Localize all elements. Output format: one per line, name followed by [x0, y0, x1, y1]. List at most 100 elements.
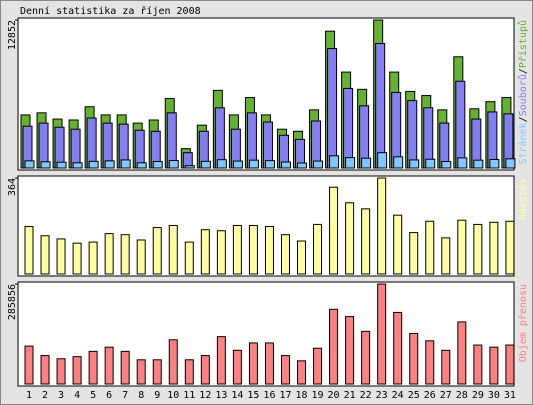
- bar: [377, 152, 388, 169]
- bar: [56, 358, 66, 385]
- bar: [409, 232, 419, 275]
- bar: [455, 80, 466, 169]
- bar: [457, 321, 467, 385]
- bar: [280, 161, 291, 169]
- y-tick-label: 364: [7, 178, 18, 196]
- bar: [200, 160, 211, 169]
- bar: [166, 112, 177, 169]
- x-tick-label: 30: [488, 390, 500, 401]
- bar: [329, 155, 340, 169]
- bar: [409, 159, 420, 169]
- bar: [86, 117, 97, 169]
- x-tick-label: 29: [472, 390, 484, 401]
- bar: [361, 208, 371, 275]
- bar: [104, 160, 115, 169]
- bar: [88, 241, 98, 275]
- bar: [313, 160, 324, 169]
- bar: [232, 349, 242, 385]
- legend-entry: Návštěv: [517, 178, 529, 220]
- bar: [313, 223, 323, 275]
- bar: [264, 160, 275, 169]
- x-tick-label: 25: [408, 390, 420, 401]
- bar: [280, 234, 290, 275]
- bar: [425, 340, 435, 385]
- x-tick-label: 4: [74, 390, 80, 401]
- bar: [248, 159, 259, 169]
- bar: [214, 107, 225, 169]
- bar: [232, 224, 242, 275]
- x-tick-label: 21: [344, 390, 356, 401]
- bar: [343, 87, 354, 169]
- bar: [345, 316, 355, 385]
- bar: [393, 214, 403, 275]
- bar: [232, 160, 243, 169]
- x-tick-label: 24: [392, 390, 404, 401]
- bar: [56, 238, 66, 275]
- x-tick-label: 10: [167, 390, 179, 401]
- bar: [375, 43, 386, 169]
- bar: [88, 160, 99, 169]
- bar: [473, 159, 484, 169]
- bar: [409, 332, 419, 385]
- x-tick-label: 16: [263, 390, 275, 401]
- bar: [473, 344, 483, 385]
- bar: [425, 220, 435, 275]
- bar: [329, 308, 339, 385]
- bar: [489, 221, 499, 275]
- bar: [473, 223, 483, 275]
- x-tick-label: 6: [106, 390, 112, 401]
- bar: [40, 235, 50, 275]
- bar: [393, 311, 403, 385]
- bar: [345, 202, 355, 275]
- x-tick-label: 1: [26, 390, 32, 401]
- bar: [361, 157, 372, 169]
- legend-entry: Stránek: [517, 122, 529, 164]
- bar: [104, 233, 114, 275]
- bar: [216, 159, 227, 169]
- bar: [56, 161, 67, 169]
- x-tick-label: 17: [279, 390, 291, 401]
- bar: [136, 239, 146, 275]
- legend: Návštěv: [517, 178, 529, 220]
- bar: [120, 234, 130, 275]
- bar: [329, 186, 339, 275]
- x-tick-label: 27: [440, 390, 452, 401]
- bar: [313, 347, 323, 385]
- bar: [505, 344, 515, 385]
- bar: [168, 339, 178, 385]
- x-tick-label: 18: [295, 390, 307, 401]
- x-tick-label: 31: [504, 390, 516, 401]
- bar: [168, 224, 178, 275]
- bar: [184, 165, 195, 169]
- x-tick-label: 11: [183, 390, 195, 401]
- bar: [345, 157, 356, 169]
- x-tick-label: 3: [58, 390, 64, 401]
- bar: [104, 346, 114, 385]
- bar: [280, 355, 290, 385]
- bar: [38, 122, 49, 169]
- legend-separator: /: [518, 68, 529, 74]
- bar: [24, 160, 35, 169]
- bar: [264, 226, 274, 275]
- x-tick-label: 19: [312, 390, 324, 401]
- bar: [120, 350, 130, 385]
- bar: [184, 359, 194, 385]
- bar: [216, 230, 226, 275]
- x-tick-label: 2: [42, 390, 48, 401]
- bar: [441, 237, 451, 275]
- bar: [425, 158, 436, 169]
- x-tick-label: 7: [122, 390, 128, 401]
- bar: [327, 48, 338, 169]
- y-tick-label: 285856: [7, 284, 18, 320]
- x-tick-label: 5: [90, 390, 96, 401]
- bar: [457, 157, 468, 169]
- bar: [40, 355, 50, 385]
- bar: [457, 219, 467, 275]
- bar: [168, 160, 179, 169]
- x-tick-label: 8: [138, 390, 144, 401]
- bar: [361, 330, 371, 385]
- bar: [297, 240, 307, 275]
- legend: Objem přenosu: [517, 284, 529, 362]
- bar: [72, 162, 83, 169]
